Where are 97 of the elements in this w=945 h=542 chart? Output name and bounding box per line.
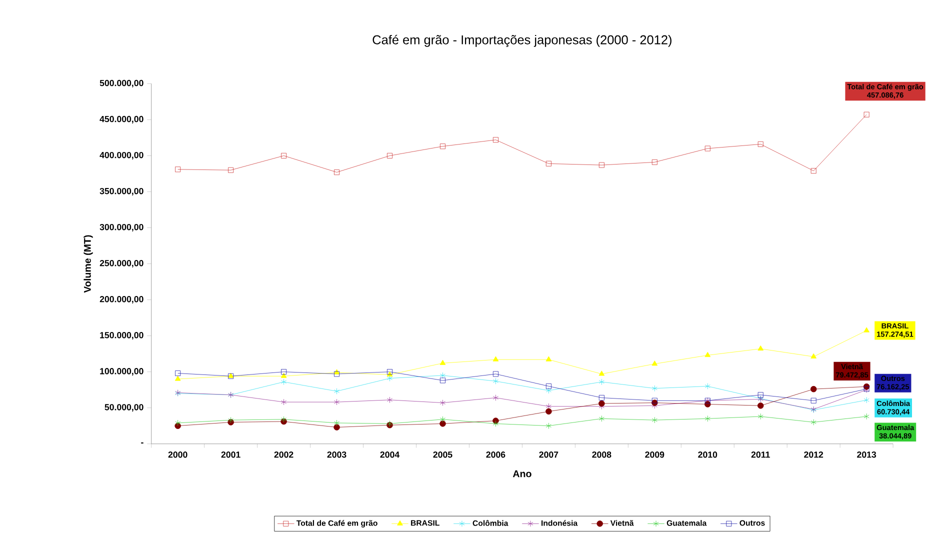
point bbox=[652, 417, 658, 424]
point bbox=[492, 371, 498, 377]
x-tick-label: 2008 bbox=[592, 452, 612, 458]
y-tick-label: 50.000,00 bbox=[104, 404, 144, 412]
point bbox=[598, 378, 604, 386]
point bbox=[652, 360, 658, 366]
y-tick-label: 250.000,00 bbox=[100, 260, 144, 268]
point bbox=[758, 392, 764, 398]
x-tick-label: 2000 bbox=[168, 452, 188, 458]
point bbox=[864, 112, 870, 118]
y-tick-label: 400.000,00 bbox=[100, 152, 144, 160]
point bbox=[757, 402, 764, 409]
point bbox=[440, 378, 446, 384]
point bbox=[281, 399, 287, 406]
chart-title: Café em grão - Importações japonesas (2000 - 2012) bbox=[372, 34, 672, 47]
point bbox=[175, 166, 181, 172]
point bbox=[546, 160, 552, 166]
point bbox=[598, 416, 604, 422]
y-tick-label: 200.000,00 bbox=[100, 296, 144, 304]
x-tick-label: 2004 bbox=[380, 452, 400, 458]
point bbox=[864, 413, 870, 420]
point bbox=[228, 167, 234, 173]
y-tick-label: 150.000,00 bbox=[100, 332, 144, 340]
y-tick-label: 450.000,00 bbox=[100, 116, 144, 124]
point bbox=[334, 420, 340, 426]
point bbox=[546, 422, 552, 430]
point bbox=[810, 386, 817, 392]
point bbox=[334, 388, 340, 394]
point bbox=[334, 399, 340, 406]
point bbox=[175, 420, 181, 426]
point bbox=[387, 396, 392, 404]
point bbox=[546, 356, 552, 362]
point bbox=[280, 372, 287, 378]
point bbox=[334, 371, 340, 377]
x-tick-label: 2001 bbox=[221, 452, 240, 458]
point bbox=[704, 416, 710, 422]
point bbox=[546, 384, 552, 390]
point bbox=[440, 416, 446, 423]
point bbox=[492, 420, 498, 427]
point bbox=[334, 424, 340, 430]
x-tick-label: 2011 bbox=[751, 452, 770, 458]
x-tick-label: 2006 bbox=[486, 452, 506, 458]
point bbox=[598, 400, 605, 407]
x-tick-label: 2002 bbox=[274, 452, 294, 458]
x-tick-label: 2010 bbox=[698, 452, 718, 458]
point bbox=[704, 352, 711, 358]
x-tick-label: 2013 bbox=[857, 452, 876, 458]
point bbox=[652, 160, 658, 166]
point bbox=[440, 144, 446, 150]
y-tick-label: 100.000,00 bbox=[100, 368, 144, 376]
point bbox=[281, 369, 287, 375]
point bbox=[440, 372, 446, 379]
point bbox=[387, 375, 392, 382]
point bbox=[810, 398, 816, 404]
point bbox=[704, 146, 710, 152]
point bbox=[546, 408, 552, 415]
point bbox=[810, 419, 816, 426]
point bbox=[492, 378, 498, 384]
point bbox=[758, 413, 764, 420]
point bbox=[281, 378, 287, 386]
point bbox=[440, 400, 446, 406]
x-axis-title: Ano bbox=[512, 470, 532, 478]
point bbox=[440, 360, 446, 366]
point bbox=[864, 327, 870, 332]
point bbox=[810, 168, 816, 174]
y-tick-label: 500.000,00 bbox=[100, 80, 144, 88]
point bbox=[175, 370, 181, 376]
y-tick-label: - bbox=[141, 442, 144, 444]
point bbox=[810, 353, 816, 359]
point bbox=[758, 142, 764, 147]
point bbox=[598, 370, 605, 376]
point bbox=[492, 356, 499, 362]
point bbox=[758, 346, 764, 351]
point bbox=[334, 170, 340, 176]
point bbox=[492, 394, 498, 401]
point bbox=[652, 385, 658, 392]
point bbox=[546, 387, 552, 394]
point bbox=[334, 369, 340, 374]
point bbox=[598, 395, 604, 401]
y-tick-label: 350.000,00 bbox=[100, 188, 144, 196]
point bbox=[864, 397, 870, 404]
point bbox=[387, 153, 392, 159]
point bbox=[492, 137, 498, 143]
point bbox=[704, 383, 710, 390]
point bbox=[652, 398, 658, 404]
y-axis-title: Volume (MT) bbox=[84, 235, 93, 293]
point bbox=[598, 162, 604, 168]
x-tick-label: 2007 bbox=[539, 452, 558, 458]
y-tick-label: 300.000,00 bbox=[100, 224, 144, 232]
x-tick-label: 2005 bbox=[433, 452, 452, 458]
x-tick-label: 2003 bbox=[327, 452, 346, 458]
point bbox=[704, 401, 711, 408]
point bbox=[281, 153, 287, 159]
x-tick-label: 2012 bbox=[804, 452, 824, 458]
point bbox=[174, 376, 181, 381]
point bbox=[440, 420, 446, 427]
x-tick-label: 2009 bbox=[645, 452, 664, 458]
